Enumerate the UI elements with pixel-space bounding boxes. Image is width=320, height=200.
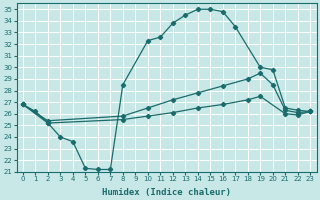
X-axis label: Humidex (Indice chaleur): Humidex (Indice chaleur) [102,188,231,197]
